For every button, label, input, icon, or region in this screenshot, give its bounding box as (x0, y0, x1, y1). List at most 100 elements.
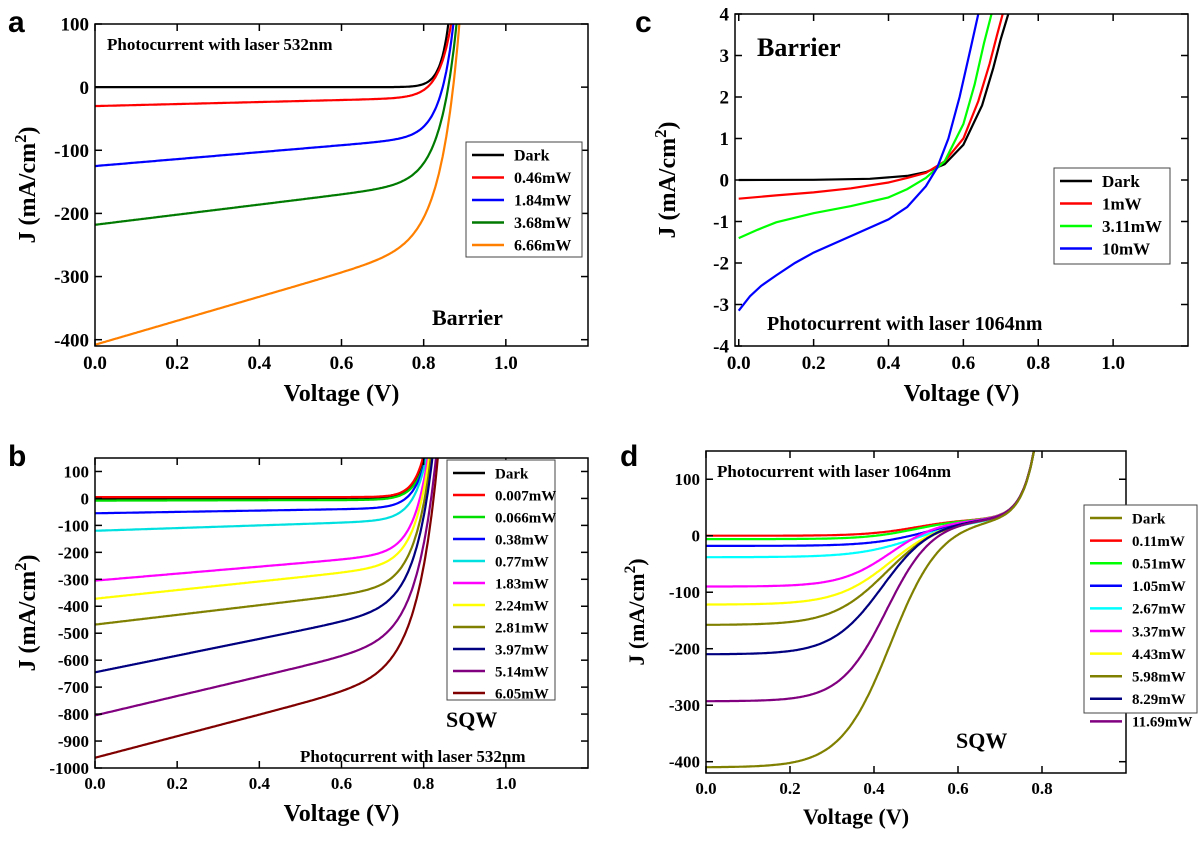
x-axis-label: Voltage (V) (904, 381, 1020, 407)
x-tick-label: 0.4 (863, 779, 885, 798)
legend-label: Dark (495, 466, 529, 482)
plot-frame (705, 450, 1127, 774)
y-axis-label-text: J (mA/cm (624, 573, 649, 665)
y-axis-label-text: J (mA/cm (15, 571, 41, 672)
x-tick-label: 0.2 (167, 774, 188, 793)
y-tick-label: 3 (720, 46, 730, 67)
y-tick-label: -1000 (49, 759, 89, 778)
panel-c: 0.0 0.2 0.4 0.6 0.8 1.0 4 3 2 1 0 -1 -2 -3 -4 Voltage (… (635, 5, 1189, 407)
x-tick-label: 0.6 (331, 774, 352, 793)
y-tick-label: -3 (713, 295, 729, 316)
series-line-5.98mW (706, 451, 1036, 626)
y-tick-label: -4 (713, 337, 729, 358)
y-tick-label: -300 (58, 570, 89, 589)
y-tick-label: -300 (54, 267, 89, 288)
panel-letter: d (620, 440, 638, 473)
y-axis-label: J (mA/cm2) (651, 121, 681, 238)
y-tick-label: -1 (713, 212, 729, 233)
x-tick-label: 0.4 (877, 353, 901, 374)
panel-d: 0.0 0.2 0.4 0.6 0.8 100 0 -100 -200 -300 -400 Volta… (620, 440, 1198, 829)
series-line-11.69mW (706, 451, 1035, 703)
legend-label: 8.29mW (1132, 692, 1186, 708)
y-tick-label: -100 (669, 583, 700, 602)
legend-label: 3.97mW (495, 642, 549, 658)
x-tick-label: 0.6 (330, 353, 354, 374)
annotation: Barrier (757, 33, 841, 62)
legend: Dark 1mW 3.11mW 10mW (1053, 167, 1171, 265)
series-line-extra-10 (706, 451, 1036, 769)
series-line-3.11mW (738, 14, 993, 240)
series-line-2.24mW (95, 458, 431, 600)
y-tick-label: -500 (58, 624, 89, 643)
x-tick-label: 0.0 (84, 774, 105, 793)
legend-label: 2.24mW (495, 598, 549, 614)
x-tick-label: 0.0 (695, 779, 716, 798)
y-tick-label: -200 (669, 640, 700, 659)
legend-box (1053, 167, 1171, 265)
series-group (95, 24, 461, 346)
series-group (95, 458, 439, 759)
x-tick-label: 0.8 (413, 774, 434, 793)
panel-a: 0.0 0.2 0.4 0.6 0.8 1.0 100 0 -100 -200 -300 -400 Vo… (8, 6, 589, 407)
y-axis-label-close: ) (655, 121, 681, 129)
y-tick-label: -600 (58, 651, 89, 670)
y-tick-label: 4 (720, 5, 730, 26)
x-axis-label: Voltage (V) (284, 381, 400, 407)
series-line-1.83mW (95, 458, 429, 582)
series-line-Dark (95, 458, 425, 500)
series-line-Dark (95, 24, 450, 89)
legend-label: 6.05mW (495, 686, 549, 702)
y-tick-label: 2 (720, 88, 730, 109)
x-tick-label: 0.4 (249, 774, 271, 793)
y-tick-label: -100 (54, 141, 89, 162)
series-line-0.007mW (95, 458, 424, 499)
legend-label: 11.69mW (1132, 715, 1192, 731)
legend-label: 6.66mW (514, 238, 571, 255)
legend-label: 1.83mW (495, 576, 549, 592)
y-tick-label: 0 (81, 489, 90, 508)
legend-label: 2.81mW (495, 620, 549, 636)
series-line-2.81mW (95, 458, 432, 626)
y-tick-label: -400 (669, 753, 700, 772)
y-axis-label-superscript: 2 (622, 565, 639, 573)
annotation: Barrier (432, 305, 503, 330)
x-tick-label: 0.8 (1026, 353, 1050, 374)
annotation: SQW (956, 728, 1007, 753)
legend-label: 3.37mW (1132, 624, 1186, 640)
series-line-10mW (737, 14, 980, 312)
legend-label: 0.51mW (1132, 556, 1186, 572)
series-line-1.84mW (95, 24, 455, 168)
panel-letter: c (635, 6, 652, 39)
y-axis-label-text: J (mA/cm (655, 138, 681, 239)
y-tick-label: -900 (58, 732, 89, 751)
legend-label: 0.007mW (495, 488, 556, 504)
series-line-1mW (738, 14, 1004, 200)
y-tick-label: -400 (54, 330, 89, 351)
legend-label: 0.38mW (495, 532, 549, 548)
legend-label: 1mW (1102, 194, 1142, 213)
y-axis-label-superscript: 2 (11, 134, 30, 142)
y-axis-label-close: ) (15, 126, 41, 134)
legend-label: Dark (1132, 511, 1166, 527)
y-tick-label: 100 (64, 462, 90, 481)
y-axis-label: J (mA/cm2) (622, 558, 649, 665)
annotation: SQW (446, 707, 497, 732)
series-line-6.66mW (95, 24, 461, 346)
x-tick-label: 0.0 (83, 353, 107, 374)
y-tick-label: -700 (58, 678, 89, 697)
y-axis-label: J (mA/cm2) (11, 126, 41, 243)
legend: Dark 0.11mW 0.51mW 1.05mW 2.67mW 3.37mW 4.43mW… (1083, 504, 1198, 731)
legend-label: 3.11mW (1102, 217, 1162, 236)
x-tick-label: 0.6 (947, 779, 968, 798)
y-tick-label: -100 (58, 516, 89, 535)
series-line-0.066mW (95, 458, 427, 502)
series-line-0.38mW (95, 458, 427, 515)
series-line-5.14mW (95, 458, 438, 717)
x-tick-label: 0.2 (779, 779, 800, 798)
legend-label: 2.67mW (1132, 602, 1186, 618)
legend: Dark 0.007mW 0.066mW 0.38mW 0.77mW 1.83mW 2.24… (446, 459, 556, 702)
legend-label: 4.43mW (1132, 647, 1186, 663)
legend-box (446, 459, 556, 701)
series-line-3.97mW (95, 458, 434, 674)
y-axis-label-superscript: 2 (651, 129, 670, 137)
